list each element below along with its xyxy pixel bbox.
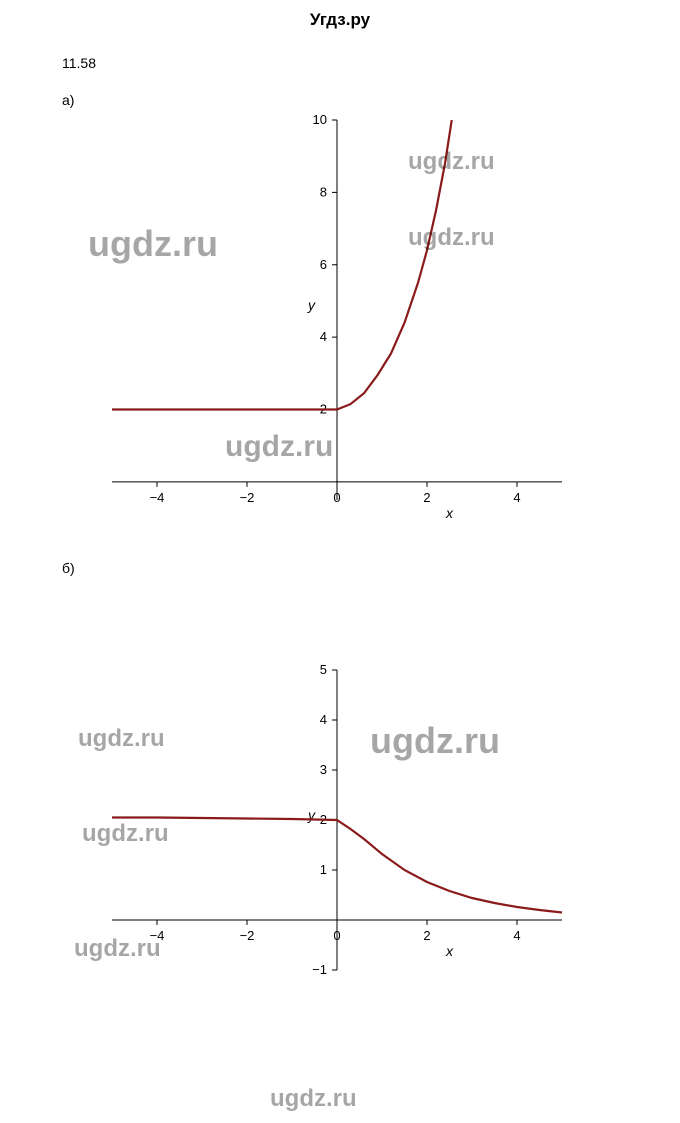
x-tick-label: 0 xyxy=(333,490,340,505)
y-tick-label: −1 xyxy=(312,962,327,977)
x-tick-label: −2 xyxy=(240,928,255,943)
x-tick-label: 4 xyxy=(513,928,520,943)
x-axis-label: x xyxy=(445,943,454,959)
chart-b-svg: −4−2024−112345yx xyxy=(62,660,592,990)
y-tick-label: 8 xyxy=(320,184,327,199)
y-tick-label: 4 xyxy=(320,712,327,727)
x-tick-label: 2 xyxy=(423,490,430,505)
page-title: Угдз.ру xyxy=(0,10,680,30)
y-tick-label: 1 xyxy=(320,862,327,877)
x-tick-label: −2 xyxy=(240,490,255,505)
x-tick-label: 4 xyxy=(513,490,520,505)
x-tick-label: 0 xyxy=(333,928,340,943)
x-tick-label: −4 xyxy=(150,928,165,943)
problem-number: 11.58 xyxy=(62,55,96,71)
chart-b: −4−2024−112345yx xyxy=(62,660,592,990)
x-tick-label: −4 xyxy=(150,490,165,505)
chart-a: −4−2024246810yx xyxy=(62,110,592,540)
watermark: ugdz.ru xyxy=(270,1085,357,1113)
y-tick-label: 3 xyxy=(320,762,327,777)
chart-a-svg: −4−2024246810yx xyxy=(62,110,592,540)
y-tick-label: 10 xyxy=(313,112,327,127)
y-tick-label: 6 xyxy=(320,257,327,272)
y-tick-label: 5 xyxy=(320,662,327,677)
part-label-a: а) xyxy=(62,92,74,108)
y-axis-label: y xyxy=(307,297,316,313)
y-tick-label: 4 xyxy=(320,329,327,344)
part-label-b: б) xyxy=(62,560,75,576)
x-tick-label: 2 xyxy=(423,928,430,943)
page: Угдз.ру 11.58 а) б) −4−2024246810yx −4−2… xyxy=(0,0,680,1123)
chart-a-curve xyxy=(112,120,452,410)
x-axis-label: x xyxy=(445,505,454,521)
